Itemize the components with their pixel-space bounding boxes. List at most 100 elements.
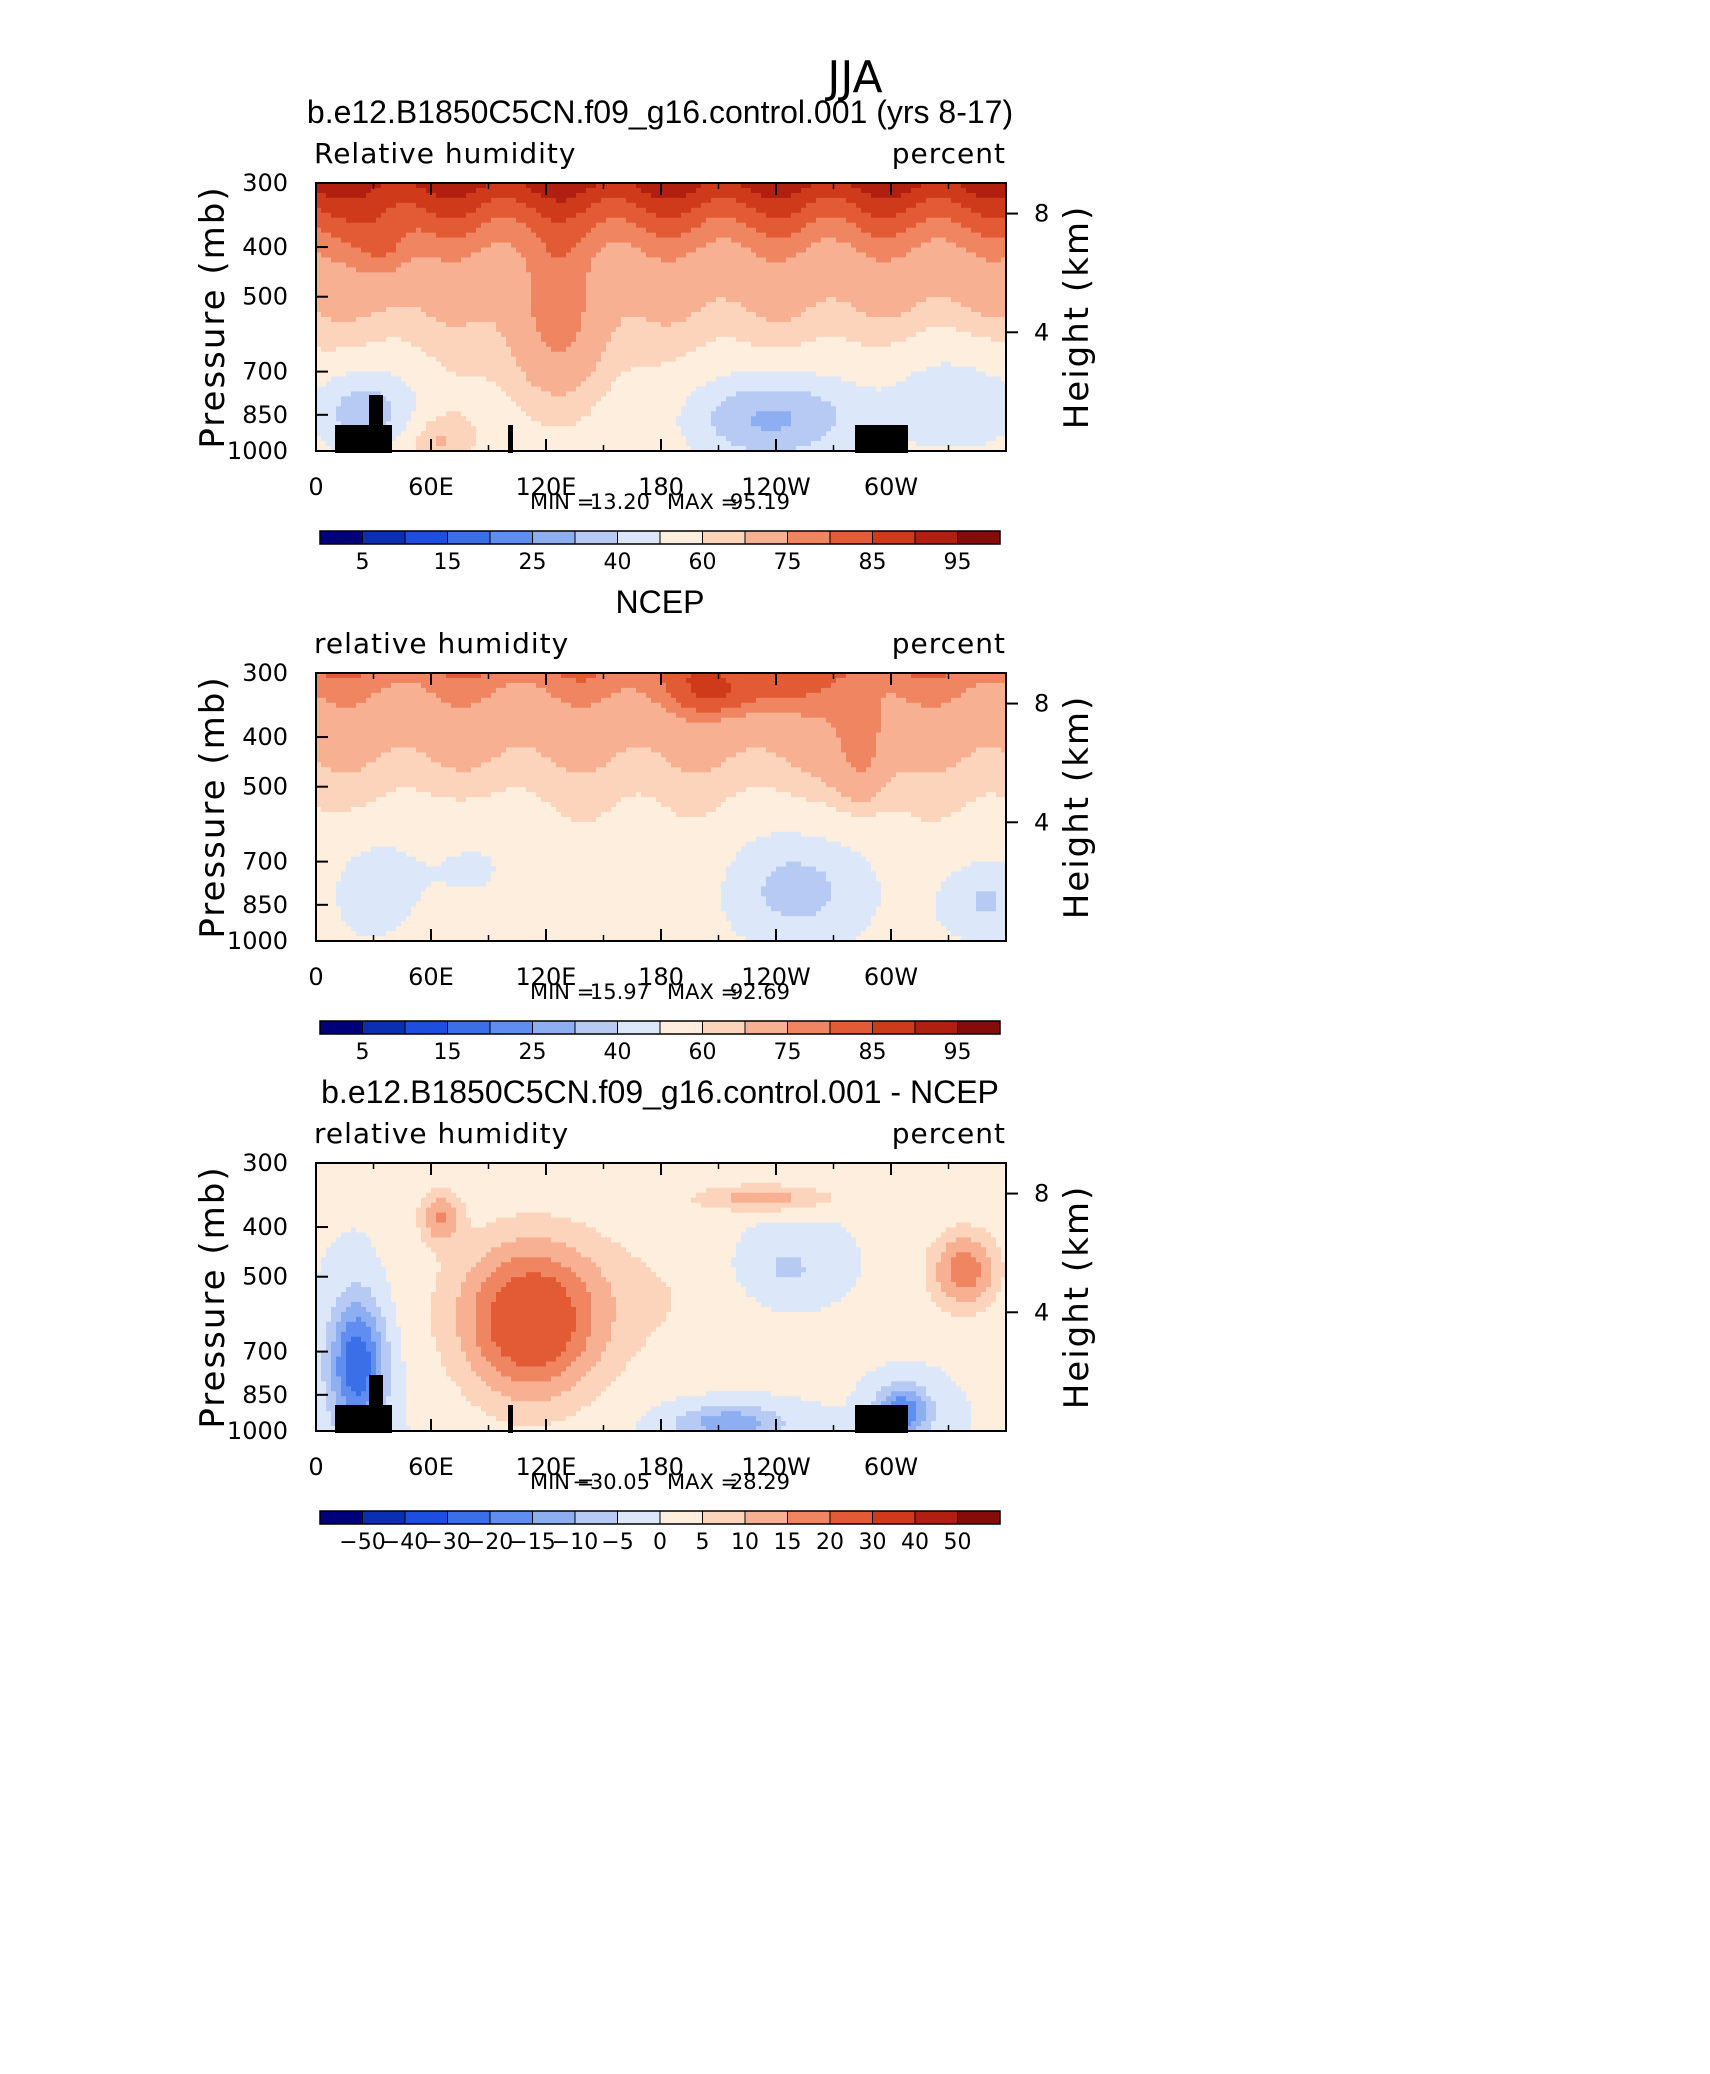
heatmap-cell [716,356,722,363]
heatmap-cell [731,336,737,343]
heatmap-cell [841,237,847,244]
heatmap-cell [586,252,592,259]
heatmap-cell [781,302,787,308]
heatmap-cell [516,341,522,348]
heatmap-cell [331,227,337,234]
heatmap-cell [376,292,382,298]
heatmap-cell [366,302,372,308]
heatmap-cell [436,192,442,199]
heatmap-cell [436,282,442,288]
heatmap-cell [416,361,422,368]
heatmap-cell [491,262,497,268]
heatmap-cell [671,341,677,348]
heatmap-cell [456,297,462,303]
heatmap-cell [636,242,642,249]
heatmap-cell [316,321,322,328]
heatmap-cell [321,207,327,214]
heatmap-cell [486,237,492,244]
heatmap-cell [656,272,662,278]
heatmap-cell [436,326,442,333]
heatmap-cell [821,351,827,358]
heatmap-cell [706,222,712,229]
heatmap-cell [381,277,387,283]
heatmap-cell [961,247,967,254]
heatmap-cell [471,247,477,254]
heatmap-cell [381,272,387,278]
heatmap-cell [321,312,327,318]
heatmap-cell [651,217,657,224]
heatmap-cell [846,351,852,358]
heatmap-cell [601,252,607,259]
heatmap-cell [661,267,667,273]
heatmap-cell [431,356,437,363]
heatmap-cell [351,336,357,343]
heatmap-cell [431,277,437,283]
heatmap-cell [596,287,602,293]
heatmap-cell [406,252,412,259]
heatmap-cell [451,346,457,353]
heatmap-cell [851,242,857,249]
heatmap-cell [666,277,672,283]
heatmap-cell [986,222,992,229]
heatmap-cell [986,197,992,204]
heatmap-cell [931,222,937,229]
heatmap-cell [421,321,427,328]
heatmap-cell [876,317,882,323]
heatmap-cell [451,192,457,199]
heatmap-cell [686,262,692,268]
heatmap-cell [396,202,402,209]
heatmap-cell [921,242,927,249]
heatmap-cell [356,346,362,353]
heatmap-cell [931,242,937,249]
heatmap-cell [931,183,937,189]
heatmap-cell [761,336,767,343]
heatmap-cell [526,317,532,323]
heatmap-cell [451,202,457,209]
heatmap-cell [496,212,502,219]
heatmap-cell [711,336,717,343]
heatmap-cell [881,317,887,323]
heatmap-cell [826,187,832,194]
heatmap-cell [881,351,887,358]
heatmap-cell [406,326,412,333]
heatmap-cell [746,222,752,229]
heatmap-cell [596,207,602,214]
heatmap-cell [656,312,662,318]
heatmap-cell [461,183,467,189]
heatmap-cell [396,187,402,194]
heatmap-cell [851,292,857,298]
heatmap-cell [721,297,727,303]
heatmap-cell [811,247,817,254]
heatmap-cell [681,187,687,194]
heatmap-cell [566,202,572,209]
heatmap-cell [771,312,777,318]
heatmap-cell [891,252,897,259]
heatmap-cell [891,257,897,263]
heatmap-cell [751,277,757,283]
heatmap-cell [586,262,592,268]
heatmap-cell [931,247,937,254]
heatmap-cell [316,307,322,313]
heatmap-cell [886,252,892,259]
heatmap-cell [861,321,867,328]
heatmap-cell [721,272,727,278]
heatmap-cell [666,202,672,209]
heatmap-cell [781,287,787,293]
heatmap-cell [526,277,532,283]
heatmap-cell [556,217,562,224]
heatmap-cell [726,267,732,273]
heatmap-cell [886,237,892,244]
heatmap-cell [981,292,987,298]
heatmap-cell [601,312,607,318]
heatmap-cell [336,341,342,348]
heatmap-cell [996,262,1002,268]
heatmap-cell [571,292,577,298]
heatmap-cell [501,297,507,303]
heatmap-cell [506,237,512,244]
heatmap-cell [731,207,737,214]
heatmap-cell [961,297,967,303]
heatmap-cell [396,257,402,263]
heatmap-cell [981,262,987,268]
heatmap-cell [531,247,537,254]
heatmap-cell [591,197,597,204]
